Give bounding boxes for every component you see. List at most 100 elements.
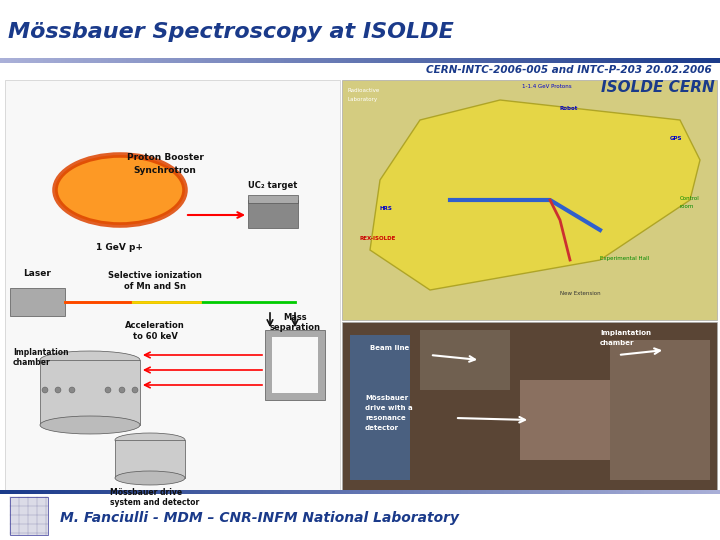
- Bar: [598, 490, 601, 494]
- Bar: [673, 58, 677, 63]
- Bar: [558, 58, 562, 63]
- Bar: [180, 490, 184, 494]
- Bar: [450, 58, 454, 63]
- Bar: [119, 490, 122, 494]
- Bar: [623, 490, 626, 494]
- Bar: [252, 58, 256, 63]
- Bar: [590, 58, 594, 63]
- Bar: [443, 58, 446, 63]
- Bar: [302, 490, 306, 494]
- Bar: [83, 490, 86, 494]
- Bar: [61, 58, 65, 63]
- Bar: [565, 58, 569, 63]
- Bar: [295, 58, 299, 63]
- Bar: [374, 58, 378, 63]
- Bar: [493, 490, 497, 494]
- Bar: [630, 490, 634, 494]
- Bar: [691, 490, 695, 494]
- Bar: [292, 490, 295, 494]
- Bar: [464, 490, 468, 494]
- Bar: [284, 490, 288, 494]
- Bar: [266, 490, 270, 494]
- Bar: [403, 58, 407, 63]
- Bar: [576, 58, 580, 63]
- Ellipse shape: [40, 351, 140, 369]
- Text: CERN-INTC-2006-005 and INTC-P-203 20.02.2006: CERN-INTC-2006-005 and INTC-P-203 20.02.…: [426, 65, 712, 75]
- Bar: [292, 58, 295, 63]
- Bar: [479, 490, 482, 494]
- Bar: [468, 490, 472, 494]
- Ellipse shape: [115, 471, 185, 485]
- Bar: [641, 490, 644, 494]
- Bar: [248, 195, 298, 203]
- Bar: [378, 490, 382, 494]
- Ellipse shape: [132, 387, 138, 393]
- Ellipse shape: [55, 155, 185, 225]
- Bar: [180, 58, 184, 63]
- Bar: [216, 58, 220, 63]
- Bar: [608, 490, 612, 494]
- Bar: [158, 490, 162, 494]
- Bar: [263, 58, 266, 63]
- Bar: [605, 490, 608, 494]
- Bar: [205, 490, 209, 494]
- Bar: [479, 58, 482, 63]
- Bar: [187, 490, 191, 494]
- Bar: [14, 490, 18, 494]
- Text: Acceleration: Acceleration: [125, 321, 185, 330]
- Bar: [371, 490, 374, 494]
- Bar: [151, 490, 155, 494]
- Ellipse shape: [55, 387, 61, 393]
- Bar: [418, 58, 421, 63]
- Bar: [601, 58, 605, 63]
- Bar: [342, 322, 717, 490]
- Bar: [493, 58, 497, 63]
- Bar: [43, 58, 47, 63]
- Text: Mass: Mass: [283, 313, 307, 322]
- Bar: [238, 58, 241, 63]
- Bar: [418, 490, 421, 494]
- Bar: [544, 58, 547, 63]
- Bar: [29, 58, 32, 63]
- Bar: [137, 58, 140, 63]
- Bar: [515, 490, 518, 494]
- Bar: [40, 360, 140, 425]
- Bar: [331, 490, 335, 494]
- Bar: [338, 58, 342, 63]
- Bar: [482, 58, 486, 63]
- Bar: [634, 490, 637, 494]
- Bar: [176, 58, 180, 63]
- Bar: [637, 490, 641, 494]
- Bar: [410, 490, 414, 494]
- Bar: [407, 490, 410, 494]
- Text: separation: separation: [269, 323, 320, 332]
- Bar: [497, 58, 500, 63]
- Bar: [220, 58, 223, 63]
- Bar: [0, 58, 4, 63]
- Bar: [367, 58, 371, 63]
- Bar: [508, 58, 511, 63]
- Bar: [248, 490, 252, 494]
- Bar: [446, 58, 450, 63]
- Bar: [350, 335, 410, 480]
- Bar: [104, 58, 108, 63]
- Bar: [374, 490, 378, 494]
- Bar: [461, 490, 464, 494]
- Text: UC₂ target: UC₂ target: [248, 181, 297, 190]
- Bar: [223, 58, 227, 63]
- Text: Proton Booster: Proton Booster: [127, 153, 204, 162]
- Bar: [666, 490, 670, 494]
- Bar: [554, 490, 558, 494]
- Bar: [695, 58, 698, 63]
- Bar: [241, 58, 245, 63]
- Bar: [25, 58, 29, 63]
- Bar: [83, 58, 86, 63]
- Bar: [184, 490, 187, 494]
- Bar: [688, 58, 691, 63]
- Bar: [619, 58, 623, 63]
- Bar: [529, 490, 533, 494]
- Bar: [526, 58, 529, 63]
- Bar: [569, 58, 572, 63]
- Bar: [706, 58, 709, 63]
- Bar: [576, 490, 580, 494]
